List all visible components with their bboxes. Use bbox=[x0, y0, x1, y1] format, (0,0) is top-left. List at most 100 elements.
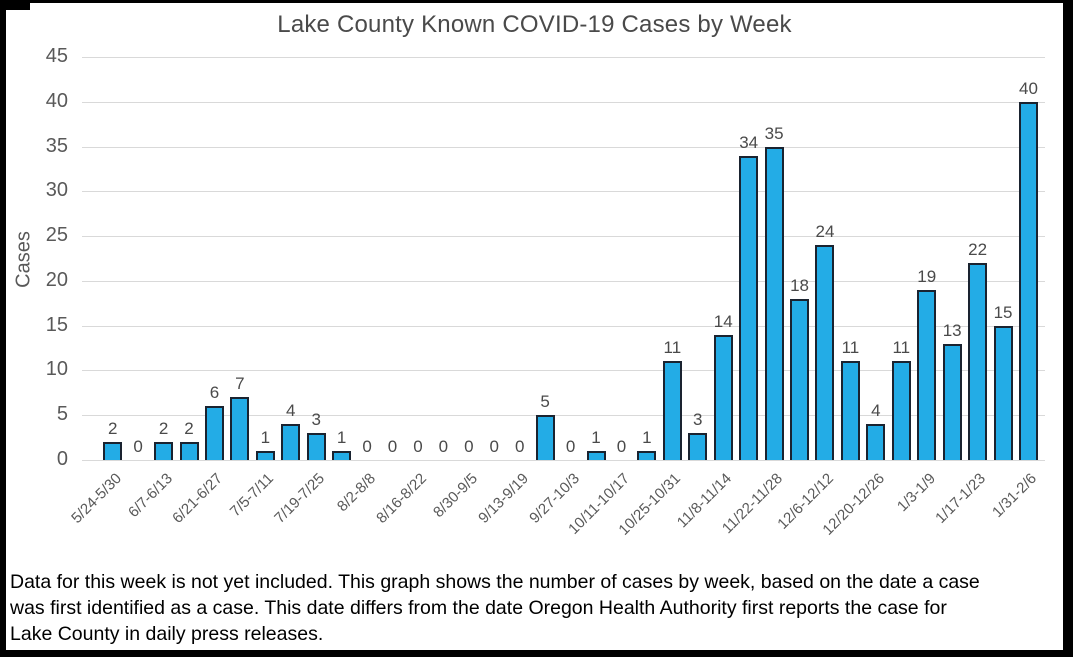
bar-value-label: 34 bbox=[739, 133, 759, 152]
bar bbox=[154, 442, 174, 460]
bar-value-label: 11 bbox=[841, 338, 860, 357]
gridline bbox=[82, 146, 1045, 148]
bar-value-label: 22 bbox=[968, 240, 988, 259]
bar-value-label: 11 bbox=[663, 338, 682, 357]
bar-value-label: 19 bbox=[917, 267, 937, 286]
bar-value-label: 0 bbox=[438, 437, 449, 456]
bar-slot: 15 bbox=[990, 57, 1015, 460]
bar bbox=[281, 424, 301, 460]
bar-value-label: 0 bbox=[514, 437, 525, 456]
bar-value-label: 15 bbox=[993, 303, 1013, 322]
bar-slot: 1 bbox=[634, 57, 659, 460]
gridline bbox=[82, 370, 1045, 372]
bar bbox=[230, 397, 250, 460]
bar bbox=[688, 433, 708, 460]
bar-value-label: 2 bbox=[184, 419, 194, 438]
bar-value-label: 14 bbox=[713, 312, 733, 331]
bar-slot: 3 bbox=[685, 57, 710, 460]
bar-value-label: 13 bbox=[942, 321, 962, 340]
bar bbox=[1018, 102, 1038, 460]
bar-value-label: 24 bbox=[815, 222, 835, 241]
bar-slot: 18 bbox=[787, 57, 812, 460]
bar-value-label: 0 bbox=[464, 437, 474, 456]
bar-slot: 24 bbox=[812, 57, 837, 460]
bar-slot: 0 bbox=[558, 57, 583, 460]
bar bbox=[179, 442, 199, 460]
bar-value-label: 1 bbox=[591, 428, 601, 447]
bars-container: 2 0 2 2 6 7 1 4 3 1 0 0 0 0 0 0 0 5 0 1 0 1 11 3 14 34 35 18 24 11 4 11… bbox=[100, 57, 1041, 460]
bar bbox=[891, 361, 911, 460]
bar bbox=[535, 415, 555, 460]
y-tick-label: 10 bbox=[45, 358, 68, 381]
bar bbox=[586, 451, 606, 460]
bar-slot: 6 bbox=[202, 57, 227, 460]
bar-value-label: 4 bbox=[286, 401, 296, 420]
bar-value-label: 6 bbox=[209, 383, 220, 402]
y-tick-label: 40 bbox=[45, 89, 68, 112]
bar-slot: 0 bbox=[354, 57, 379, 460]
bar bbox=[917, 290, 937, 460]
bar-value-label: 0 bbox=[362, 437, 372, 456]
bar-slot: 2 bbox=[176, 57, 201, 460]
bar-slot: 13 bbox=[939, 57, 964, 460]
y-tick-label: 45 bbox=[45, 45, 68, 67]
bar-value-label: 3 bbox=[693, 410, 703, 429]
bar-slot: 19 bbox=[914, 57, 939, 460]
bar bbox=[662, 361, 682, 460]
bar-slot: 0 bbox=[125, 57, 150, 460]
bar-value-label: 1 bbox=[336, 428, 347, 447]
bar-value-label: 2 bbox=[107, 419, 118, 438]
bar-slot: 0 bbox=[609, 57, 634, 460]
chart-title: Lake County Known COVID-19 Cases by Week bbox=[277, 11, 792, 38]
bar-value-label: 0 bbox=[616, 437, 627, 456]
bar-slot: 0 bbox=[456, 57, 481, 460]
bar-slot: 3 bbox=[304, 57, 329, 460]
bar-value-label: 0 bbox=[133, 437, 143, 456]
bar bbox=[306, 433, 326, 460]
bar bbox=[942, 344, 962, 460]
bar bbox=[713, 335, 733, 460]
bar-value-label: 11 bbox=[892, 338, 911, 357]
gridline bbox=[82, 57, 1045, 58]
bar-slot: 11 bbox=[838, 57, 863, 460]
bar-slot: 7 bbox=[227, 57, 252, 460]
bar bbox=[866, 424, 886, 460]
bar-slot: 22 bbox=[965, 57, 990, 460]
bar-slot: 2 bbox=[100, 57, 125, 460]
bar bbox=[968, 263, 988, 460]
bar-slot: 1 bbox=[253, 57, 278, 460]
gridline bbox=[82, 236, 1045, 238]
bar-slot: 11 bbox=[889, 57, 914, 460]
bar-slot: 0 bbox=[507, 57, 532, 460]
bar-value-label: 0 bbox=[489, 437, 500, 456]
bar-slot: 4 bbox=[278, 57, 303, 460]
y-tick-label: 35 bbox=[45, 134, 68, 157]
gridline bbox=[82, 191, 1045, 193]
bar-value-label: 7 bbox=[235, 374, 245, 393]
bar-slot: 5 bbox=[532, 57, 557, 460]
bar-slot: 0 bbox=[405, 57, 430, 460]
bar-value-label: 0 bbox=[565, 437, 576, 456]
bar-value-label: 0 bbox=[413, 437, 423, 456]
bar-value-label: 1 bbox=[260, 428, 271, 447]
gridline bbox=[82, 280, 1045, 282]
bar bbox=[637, 451, 657, 460]
y-tick-label: 15 bbox=[45, 313, 68, 336]
bar bbox=[739, 156, 759, 460]
bar-slot: 40 bbox=[1016, 57, 1041, 460]
gridline bbox=[82, 415, 1045, 417]
bar-slot: 2 bbox=[151, 57, 176, 460]
bar bbox=[815, 245, 835, 460]
y-tick-label: 25 bbox=[45, 224, 68, 247]
bar-value-label: 2 bbox=[158, 419, 169, 438]
bar-value-label: 40 bbox=[1019, 79, 1038, 98]
y-tick-label: 30 bbox=[45, 179, 68, 202]
bar-slot: 1 bbox=[329, 57, 354, 460]
bar-value-label: 35 bbox=[764, 124, 784, 143]
bar-slot: 34 bbox=[736, 57, 761, 460]
corner-artifact bbox=[6, 3, 30, 10]
y-tick-label: 5 bbox=[56, 403, 68, 426]
bar-value-label: 3 bbox=[311, 410, 321, 429]
bar bbox=[993, 326, 1013, 460]
